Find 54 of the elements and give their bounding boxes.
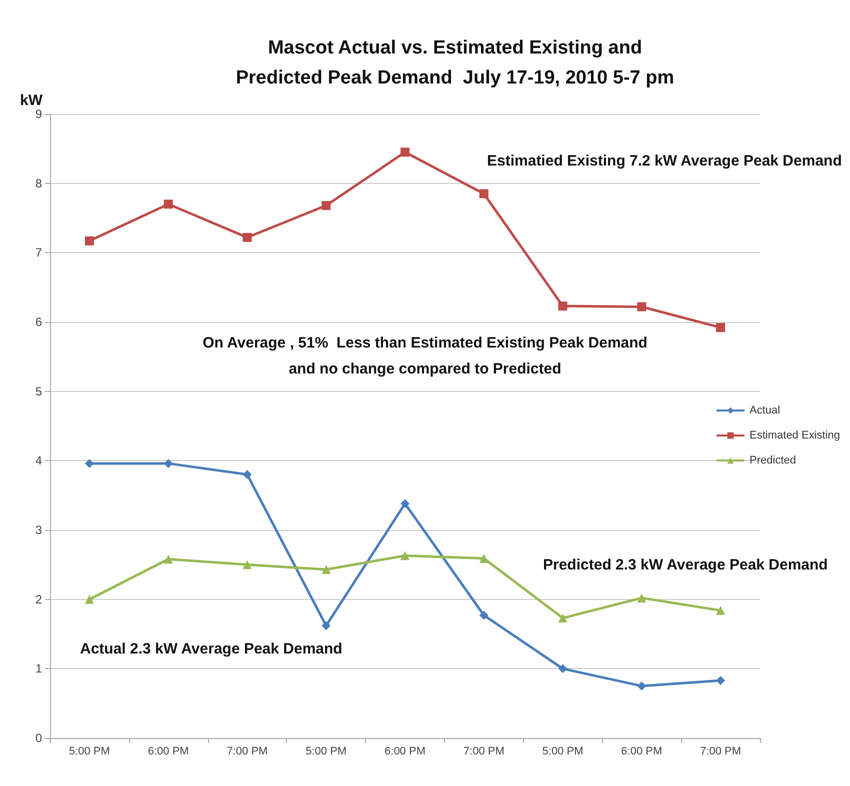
x-tick-label: 5:00 PM xyxy=(542,746,584,758)
y-tick-label: 5 xyxy=(35,384,42,398)
legend-label: Actual xyxy=(750,404,780,416)
y-tick-label: 6 xyxy=(35,315,42,329)
point xyxy=(322,621,331,630)
point xyxy=(637,302,646,312)
y-tick-label: 1 xyxy=(35,662,42,676)
y-tick-label: 4 xyxy=(35,454,42,468)
point xyxy=(242,470,252,480)
y-tick-label: 7 xyxy=(35,246,42,260)
y-tick-label: 2 xyxy=(35,592,42,606)
point xyxy=(84,236,94,246)
point xyxy=(716,606,726,615)
point xyxy=(558,302,568,311)
point xyxy=(242,232,252,242)
chart-title: Mascot Actual vs. Estimated Existing and Predicted Peak Demand July 17-19, 2010 5-7 pm xyxy=(236,38,674,88)
x-tick-label: 7:00 PM xyxy=(700,746,742,758)
point xyxy=(84,458,94,468)
point xyxy=(400,148,410,157)
point xyxy=(164,200,173,209)
point xyxy=(479,610,488,620)
y-tick-label: 8 xyxy=(35,176,42,190)
x-tick-label: 5:00 PM xyxy=(68,746,110,758)
point xyxy=(322,201,331,210)
y-axis-title: kW xyxy=(20,92,44,109)
annotation: Estimatied Existing 7.2 kW Average Peak Demand xyxy=(487,152,842,170)
point xyxy=(637,593,646,602)
legend-label: Predicted xyxy=(750,454,796,466)
point xyxy=(400,499,410,508)
x-tick-label: 7:00 PM xyxy=(463,746,504,758)
point xyxy=(400,551,410,560)
point xyxy=(322,565,331,574)
annotation: Predicted 2.3 kW Average Peak Demand xyxy=(543,556,828,574)
point xyxy=(637,682,646,690)
y-tick-label: 3 xyxy=(35,523,42,537)
point xyxy=(558,614,568,623)
annotation: On Average , 51% Less than Estimated Existing Peak Demand and no change compared to Predicted xyxy=(202,334,648,378)
point xyxy=(479,189,488,198)
point xyxy=(558,664,568,674)
y-tick-label: 0 xyxy=(35,731,42,745)
legend-label: Estimated Existing xyxy=(750,430,840,442)
x-tick-label: 6:00 PM xyxy=(384,746,426,758)
x-tick-label: 6:00 PM xyxy=(148,746,189,758)
point xyxy=(84,594,94,604)
point xyxy=(479,554,488,563)
point xyxy=(164,554,173,564)
point xyxy=(716,323,726,332)
x-tick-label: 7:00 PM xyxy=(226,746,268,758)
annotation: Actual 2.3 kW Average Peak Demand xyxy=(80,640,342,658)
y-tick-label: 9 xyxy=(35,107,42,121)
point xyxy=(716,676,726,685)
x-tick-label: 6:00 PM xyxy=(621,746,662,758)
x-tick-label: 5:00 PM xyxy=(306,746,347,758)
point xyxy=(242,560,252,570)
